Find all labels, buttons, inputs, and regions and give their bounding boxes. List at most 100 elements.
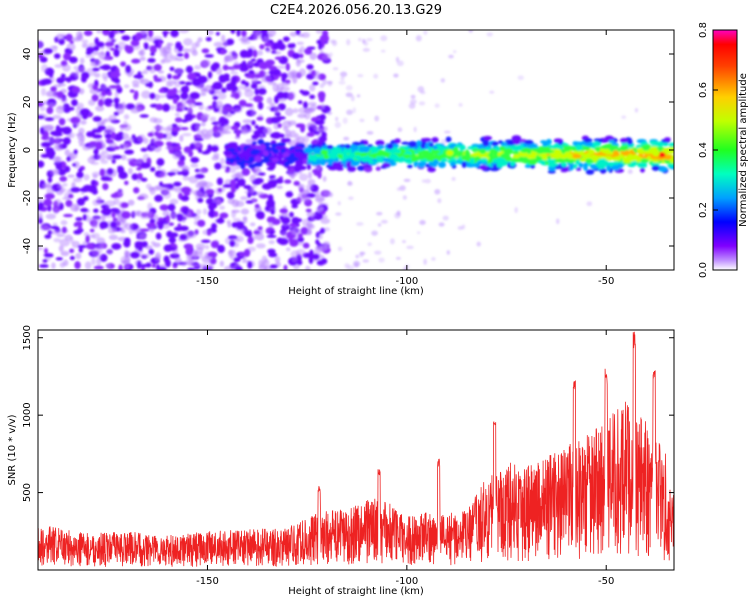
heatmap-cell [254, 203, 260, 209]
heatmap-cell [91, 51, 100, 56]
heatmap-cell [295, 30, 301, 36]
heatmap-cell [289, 167, 295, 173]
heatmap-cell [169, 253, 180, 259]
heatmap-cell [454, 150, 465, 155]
heatmap-cell [292, 108, 299, 114]
heatmap-cell [125, 64, 132, 74]
heatmap-cell [68, 193, 74, 199]
heatmap-cell [289, 69, 297, 78]
heatmap-cell [266, 77, 271, 82]
heatmap-cell [38, 53, 44, 59]
heatmap-cell [266, 199, 276, 208]
heatmap-cell [583, 153, 592, 159]
heatmap-cell [212, 62, 220, 70]
heatmap-cell [127, 199, 135, 206]
heatmap-cell [234, 200, 245, 207]
heatmap-cell [130, 251, 140, 259]
heatmap-cell [547, 169, 556, 174]
heatmap-cell [189, 143, 196, 151]
heatmap-cell [252, 184, 258, 188]
heatmap-cell [75, 252, 82, 260]
heatmap-cell [263, 157, 270, 164]
heatmap-cell [227, 148, 236, 152]
heatmap-cell [402, 195, 407, 200]
heatmap-cell [546, 138, 552, 145]
heatmap-cell [363, 146, 370, 153]
heatmap-cell [173, 181, 182, 187]
heatmap-cell [113, 78, 121, 84]
heatmap-cell [418, 101, 426, 106]
heatmap-cell [328, 192, 334, 198]
heatmap-cell [230, 71, 239, 75]
heatmap-cell [575, 167, 582, 171]
heatmap-cell [147, 132, 154, 137]
heatmap-cell [182, 48, 189, 53]
heatmap-cell [461, 161, 467, 168]
heatmap-cell [121, 211, 131, 219]
heatmap-cell [250, 149, 261, 155]
heatmap-cell [233, 257, 241, 263]
heatmap-cell [191, 78, 202, 87]
heatmap-cell [187, 267, 196, 270]
heatmap-cell [627, 154, 633, 161]
heatmap-cell [306, 212, 317, 217]
heatmap-cell [167, 88, 176, 97]
heatmap-cell [39, 126, 45, 135]
heatmap-cell [413, 126, 417, 133]
heatmap-cell [367, 242, 372, 247]
heatmap-cell [269, 264, 278, 269]
heatmap-cell [322, 176, 327, 182]
heatmap-cell [106, 128, 116, 132]
heatmap-cell [171, 123, 178, 128]
heatmap-cell [284, 107, 294, 117]
heatmap-cell [76, 171, 84, 179]
heatmap-cell [308, 84, 316, 92]
heatmap-cell [150, 52, 155, 57]
heatmap-cell [263, 126, 272, 135]
heatmap-cell [61, 97, 68, 104]
heatmap-cell [236, 30, 241, 37]
heatmap-cell [231, 76, 238, 82]
heatmap-cell [202, 134, 212, 140]
heatmap-cell [107, 37, 118, 43]
heatmap-cell [39, 224, 49, 232]
heatmap-cell [197, 37, 203, 43]
heatmap-cell [118, 131, 124, 136]
heatmap-cell [58, 245, 64, 252]
heatmap-cell [150, 167, 156, 172]
heatmap-cell [224, 55, 234, 61]
heatmap-cell [374, 250, 382, 255]
heatmap-cell [322, 78, 327, 86]
heatmap-cell [496, 161, 504, 169]
heatmap-cell [169, 66, 175, 72]
heatmap-cell [197, 168, 206, 174]
heatmap-cell [378, 257, 385, 263]
heatmap-cell [658, 152, 666, 158]
heatmap-cell [279, 86, 291, 92]
heatmap-cell [269, 175, 274, 179]
heatmap-cell [100, 120, 106, 125]
heatmap-cell [81, 71, 90, 80]
heatmap-cell [417, 161, 427, 166]
heatmap-cell [74, 71, 79, 78]
heatmap-cell [268, 252, 278, 258]
heatmap-cell [416, 231, 421, 235]
heatmap-cell [174, 68, 184, 75]
heatmap-cell [151, 264, 157, 268]
heatmap-cell [363, 140, 369, 144]
heatmap-cell [106, 167, 114, 175]
heatmap-cell [267, 179, 277, 189]
heatmap-cell [410, 154, 416, 161]
heatmap-cell [350, 160, 359, 167]
heatmap-cell [348, 196, 354, 200]
heatmap-cell [201, 48, 210, 54]
heatmap-cell [273, 121, 280, 130]
heatmap-cell [437, 146, 446, 151]
heatmap-cell [259, 144, 266, 151]
heatmap-cell [136, 260, 142, 270]
heatmap-cell [194, 102, 203, 106]
heatmap-cell [44, 193, 55, 200]
heatmap-cell [318, 233, 323, 240]
heatmap-cell [423, 30, 428, 35]
heatmap-cell [664, 154, 672, 160]
